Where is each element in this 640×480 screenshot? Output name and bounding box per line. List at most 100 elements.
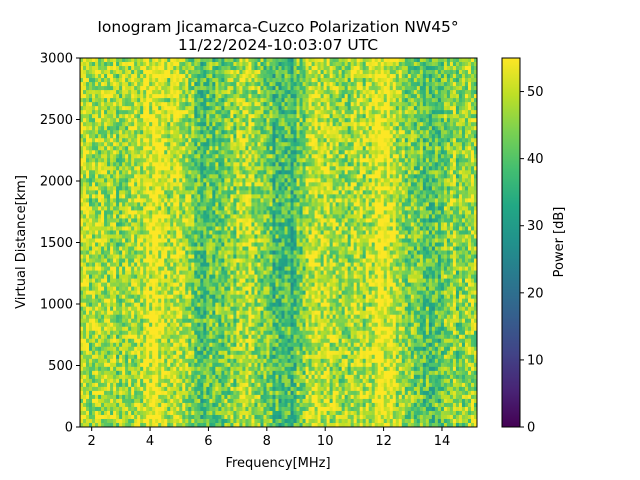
heatmap-cell bbox=[182, 86, 186, 91]
heatmap-cell bbox=[95, 222, 99, 227]
heatmap-cell bbox=[143, 110, 147, 115]
heatmap-cell bbox=[230, 386, 234, 392]
heatmap-cell bbox=[239, 230, 243, 235]
heatmap-cell bbox=[113, 102, 117, 107]
heatmap-cell bbox=[200, 318, 204, 324]
heatmap-cell bbox=[80, 126, 84, 131]
heatmap-cell bbox=[176, 202, 180, 207]
heatmap-cell bbox=[224, 378, 228, 384]
heatmap-cell bbox=[83, 318, 87, 324]
heatmap-cell bbox=[173, 158, 177, 163]
heatmap-cell bbox=[143, 134, 147, 139]
heatmap-cell bbox=[233, 130, 237, 135]
heatmap-cell bbox=[239, 322, 243, 328]
heatmap-cell bbox=[191, 390, 195, 396]
heatmap-cell bbox=[191, 362, 195, 368]
heatmap-cell bbox=[122, 262, 126, 267]
heatmap-cell bbox=[242, 122, 246, 127]
heatmap-cell bbox=[185, 98, 189, 103]
heatmap-cell bbox=[95, 74, 99, 79]
heatmap-cell bbox=[176, 246, 180, 251]
heatmap-cell bbox=[125, 346, 129, 352]
heatmap-cell bbox=[98, 402, 102, 408]
heatmap-cell bbox=[131, 178, 135, 183]
heatmap-cell bbox=[86, 250, 90, 255]
heatmap-cell bbox=[167, 326, 171, 332]
heatmap-cell bbox=[224, 354, 228, 360]
heatmap-cell bbox=[224, 246, 228, 251]
heatmap-cell bbox=[80, 342, 84, 348]
heatmap-cell bbox=[92, 182, 96, 187]
heatmap-cell bbox=[185, 138, 189, 143]
heatmap-cell bbox=[239, 82, 243, 87]
heatmap-cell bbox=[176, 110, 180, 115]
heatmap-cell bbox=[212, 114, 216, 119]
heatmap-cell bbox=[113, 354, 117, 360]
heatmap-cell bbox=[218, 310, 222, 316]
heatmap-cell bbox=[113, 374, 117, 380]
heatmap-cell bbox=[182, 346, 186, 352]
heatmap-cell bbox=[185, 186, 189, 191]
heatmap-cell bbox=[206, 330, 210, 336]
heatmap-cell bbox=[146, 258, 150, 263]
heatmap-cell bbox=[242, 74, 246, 79]
heatmap-cell bbox=[134, 282, 138, 288]
heatmap-cell bbox=[227, 374, 231, 380]
heatmap-cell bbox=[236, 190, 240, 195]
heatmap-cell bbox=[122, 58, 126, 63]
heatmap-cell bbox=[185, 158, 189, 163]
heatmap-cell bbox=[98, 118, 102, 123]
heatmap-cell bbox=[167, 250, 171, 255]
heatmap-cell bbox=[107, 350, 111, 356]
heatmap-cell bbox=[191, 146, 195, 151]
heatmap-cell bbox=[137, 298, 141, 304]
heatmap-cell bbox=[203, 94, 207, 99]
heatmap-cell bbox=[128, 182, 132, 187]
heatmap-cell bbox=[176, 214, 180, 219]
heatmap-cell bbox=[95, 106, 99, 111]
heatmap-cell bbox=[221, 158, 225, 163]
heatmap-cell bbox=[131, 94, 135, 99]
heatmap-cell bbox=[161, 294, 165, 300]
heatmap-cell bbox=[107, 138, 111, 143]
heatmap-cell bbox=[161, 206, 165, 211]
heatmap-cell bbox=[212, 118, 216, 123]
heatmap-cell bbox=[161, 226, 165, 231]
heatmap-cell bbox=[101, 130, 105, 135]
heatmap-cell bbox=[149, 286, 153, 292]
heatmap-cell bbox=[128, 266, 132, 271]
heatmap-cell bbox=[161, 346, 165, 352]
heatmap-cell bbox=[92, 210, 96, 215]
heatmap-cell bbox=[206, 370, 210, 376]
heatmap-cell bbox=[89, 382, 93, 388]
heatmap-cell bbox=[206, 94, 210, 99]
heatmap-cell bbox=[212, 322, 216, 328]
heatmap-cell bbox=[101, 394, 105, 400]
heatmap-cell bbox=[167, 306, 171, 312]
heatmap-cell bbox=[200, 58, 204, 63]
heatmap-cell bbox=[92, 118, 96, 123]
heatmap-cell bbox=[122, 418, 126, 424]
heatmap-cell bbox=[185, 418, 189, 424]
heatmap-cell bbox=[176, 270, 180, 275]
heatmap-cell bbox=[83, 134, 87, 139]
heatmap-cell bbox=[83, 66, 87, 71]
heatmap-cell bbox=[92, 362, 96, 368]
heatmap-cell bbox=[164, 146, 168, 151]
heatmap-cell bbox=[131, 386, 135, 392]
heatmap-cell bbox=[212, 66, 216, 71]
heatmap-cell bbox=[218, 66, 222, 71]
heatmap-cell bbox=[227, 302, 231, 308]
heatmap-cell bbox=[80, 282, 84, 288]
heatmap-cell bbox=[200, 418, 204, 424]
heatmap-cell bbox=[131, 354, 135, 360]
heatmap-cell bbox=[191, 382, 195, 388]
heatmap-cell bbox=[86, 154, 90, 159]
heatmap-cell bbox=[179, 282, 183, 288]
heatmap-cell bbox=[161, 286, 165, 292]
heatmap-cell bbox=[80, 238, 84, 243]
heatmap-cell bbox=[158, 374, 162, 380]
heatmap-cell bbox=[125, 422, 129, 428]
heatmap-cell bbox=[137, 186, 141, 191]
heatmap-cell bbox=[194, 298, 198, 304]
